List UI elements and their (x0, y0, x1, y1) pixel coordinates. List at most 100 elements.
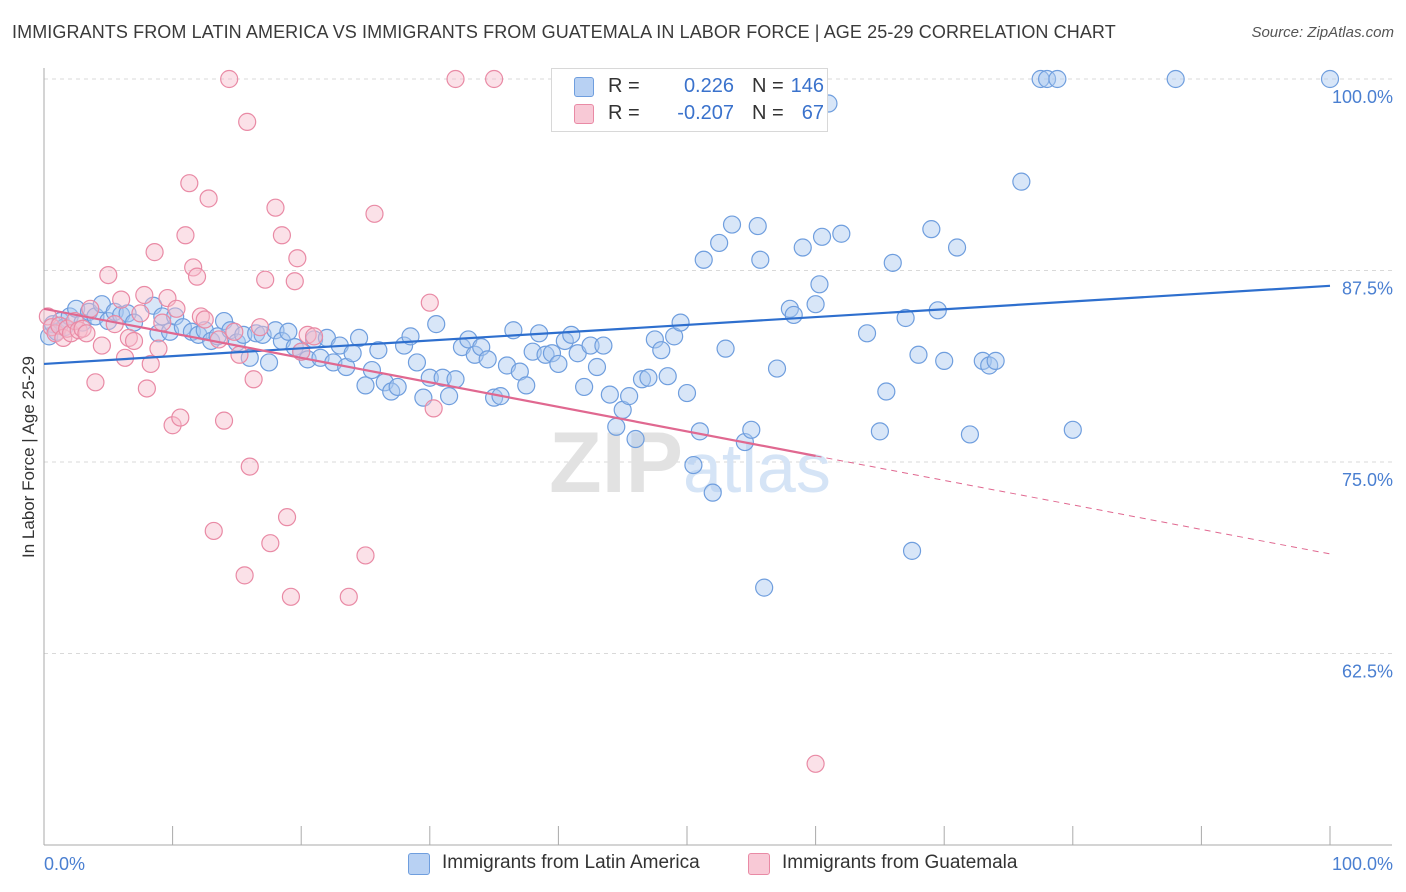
data-point (694, 250, 713, 269)
data-point (684, 455, 703, 475)
x-tick-label: 100.0% (1332, 854, 1393, 874)
data-point (266, 198, 285, 217)
data-point (485, 69, 504, 89)
watermark-zip: ZIP (549, 415, 683, 511)
r-label: R = (608, 102, 640, 124)
data-point (285, 272, 304, 291)
legend-label: Immigrants from Latin America (442, 852, 700, 873)
data-point (187, 267, 207, 286)
data-point (277, 508, 297, 527)
data-point (343, 344, 362, 363)
data-point (209, 330, 228, 349)
data-point (594, 336, 613, 355)
data-point (250, 318, 270, 337)
data-point (424, 399, 443, 418)
legend-swatch-pink (574, 104, 594, 124)
data-point (652, 341, 671, 360)
data-point (980, 356, 999, 375)
series-guatemala (38, 69, 825, 773)
y-tick-label: 100.0% (1332, 87, 1393, 107)
data-point (645, 330, 664, 349)
n-label: N = (752, 75, 784, 97)
data-point (225, 322, 244, 341)
data-point (639, 368, 658, 387)
data-point (549, 354, 568, 374)
data-point (626, 429, 645, 449)
data-point (167, 299, 186, 318)
data-point (581, 336, 600, 355)
series-legend: Immigrants from Latin America Immigrants… (0, 852, 1406, 878)
data-point (658, 367, 677, 386)
data-point (199, 189, 218, 208)
data-point (145, 243, 164, 262)
data-point (986, 351, 1005, 370)
data-point (119, 328, 138, 348)
n-value: 146 (790, 75, 824, 97)
trend-line-latin-america (43, 284, 1331, 366)
x-tick-label: 0.0% (44, 854, 85, 874)
data-point (755, 578, 774, 597)
data-point (349, 328, 369, 348)
data-point (256, 270, 275, 289)
data-point (935, 351, 954, 370)
data-point (784, 305, 803, 325)
data-point (365, 204, 384, 223)
data-point (184, 258, 203, 277)
data-point (587, 357, 607, 377)
data-point (137, 379, 156, 398)
data-point (420, 293, 439, 312)
n-label: N = (752, 102, 784, 124)
watermark: ZIPatlas (549, 415, 831, 511)
data-point (230, 345, 249, 364)
data-point (1048, 69, 1067, 89)
data-point (131, 304, 150, 323)
y-axis-title: In Labor Force | Age 25-29 (19, 356, 38, 558)
y-tick-label: 62.5% (1342, 662, 1393, 682)
data-point (149, 339, 168, 358)
data-point (960, 425, 980, 444)
data-point (793, 238, 812, 257)
data-point (339, 587, 358, 606)
source-credit: Source: ZipAtlas.com (1251, 24, 1394, 41)
data-point (407, 353, 427, 372)
data-point (710, 233, 729, 253)
watermark-atlas: atlas (683, 429, 831, 507)
data-point (214, 411, 234, 430)
data-point (141, 354, 160, 374)
data-point (153, 313, 172, 332)
data-point (99, 265, 118, 285)
data-point (607, 417, 626, 436)
data-point (896, 308, 915, 328)
data-point (220, 69, 239, 89)
data-point (922, 220, 941, 239)
tick-labels: 62.5% 75.0% 87.5% 100.0% 0.0% 100.0% In Labor … (19, 87, 1393, 874)
data-point (973, 351, 992, 370)
data-point (86, 373, 105, 392)
data-point (81, 299, 100, 318)
r-label: R = (608, 75, 640, 97)
data-point (909, 345, 928, 364)
data-point (382, 382, 401, 401)
data-point (751, 250, 770, 269)
legend-swatch-blue (574, 77, 594, 97)
data-point (272, 226, 292, 245)
y-tick-label: 75.0% (1342, 470, 1393, 490)
data-point (877, 382, 896, 401)
data-point (1063, 420, 1082, 439)
data-point (542, 344, 562, 363)
data-point (92, 336, 111, 355)
data-point (195, 310, 214, 329)
data-point (722, 215, 742, 234)
data-point (1320, 69, 1340, 89)
data-point (238, 112, 257, 131)
data-point (947, 238, 967, 257)
axes (43, 68, 1392, 846)
data-point (632, 370, 652, 389)
grid-lines (44, 78, 1392, 654)
data-point (124, 331, 144, 351)
data-point (180, 174, 199, 193)
stats-legend: R = 0.226 N = 146 R = -0.207 N = 67 (551, 68, 828, 132)
data-point (883, 253, 902, 272)
data-point (281, 587, 301, 606)
